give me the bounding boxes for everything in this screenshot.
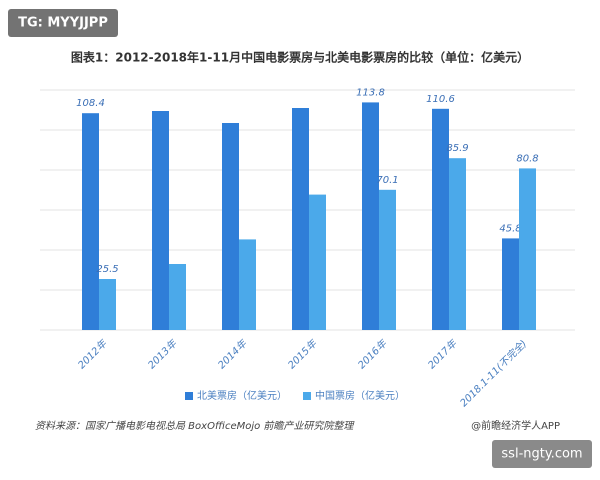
credit: @前瞻经济学人APP: [471, 419, 560, 432]
bar: [239, 239, 256, 330]
bar: [222, 123, 239, 330]
value-label: 45.8: [499, 223, 521, 234]
bar: [99, 279, 116, 330]
value-label: 80.8: [516, 153, 538, 164]
legend-swatch: [185, 392, 193, 400]
watermark: TG: MYYJJPP: [18, 16, 108, 31]
legend-label: 中国票房（亿美元）: [315, 389, 405, 402]
bar: [449, 158, 466, 330]
bar: [502, 238, 519, 330]
watermark-badge: [8, 9, 118, 37]
value-label: 25.5: [96, 264, 118, 275]
legend-swatch: [303, 392, 311, 400]
chart-title: 图表1：2012-2018年1-11月中国电影票房与北美电影票房的比较（单位：亿…: [71, 50, 529, 65]
bar: [82, 113, 99, 330]
value-label: 85.9: [446, 143, 468, 154]
site-badge-text: ssl-ngty.com: [501, 447, 582, 462]
bar: [169, 264, 186, 330]
value-label: 108.4: [76, 98, 105, 109]
bar: [292, 108, 309, 330]
bar: [379, 189, 396, 330]
site-badge: [492, 440, 592, 468]
bar: [432, 108, 449, 330]
bar: [152, 111, 169, 330]
bar: [519, 168, 536, 330]
bar: [309, 194, 326, 330]
source-note: 资料来源：国家广播电影电视总局 BoxOfficeMojo 前瞻产业研究院整理: [35, 420, 355, 432]
legend-label: 北美票房（亿美元）: [197, 389, 287, 402]
value-label: 113.8: [356, 87, 385, 98]
bar: [362, 102, 379, 331]
value-label: 70.1: [376, 175, 398, 186]
value-label: 110.6: [426, 94, 455, 105]
